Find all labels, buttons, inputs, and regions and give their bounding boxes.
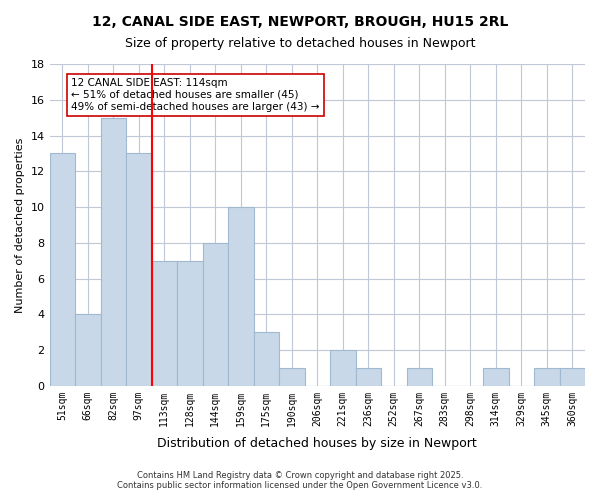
Text: 12 CANAL SIDE EAST: 114sqm
← 51% of detached houses are smaller (45)
49% of semi: 12 CANAL SIDE EAST: 114sqm ← 51% of deta… xyxy=(71,78,320,112)
Bar xyxy=(75,314,101,386)
Bar xyxy=(534,368,560,386)
Bar xyxy=(228,207,254,386)
Bar xyxy=(50,154,75,386)
Text: Size of property relative to detached houses in Newport: Size of property relative to detached ho… xyxy=(125,38,475,51)
Bar xyxy=(254,332,279,386)
Bar xyxy=(101,118,126,386)
Bar xyxy=(483,368,509,386)
Bar xyxy=(203,243,228,386)
Text: 12, CANAL SIDE EAST, NEWPORT, BROUGH, HU15 2RL: 12, CANAL SIDE EAST, NEWPORT, BROUGH, HU… xyxy=(92,15,508,29)
Bar xyxy=(279,368,305,386)
Y-axis label: Number of detached properties: Number of detached properties xyxy=(15,137,25,312)
Bar xyxy=(152,260,177,386)
Bar xyxy=(560,368,585,386)
X-axis label: Distribution of detached houses by size in Newport: Distribution of detached houses by size … xyxy=(157,437,477,450)
Text: Contains HM Land Registry data © Crown copyright and database right 2025.
Contai: Contains HM Land Registry data © Crown c… xyxy=(118,470,482,490)
Bar xyxy=(126,154,152,386)
Bar xyxy=(407,368,432,386)
Bar xyxy=(356,368,381,386)
Bar xyxy=(177,260,203,386)
Bar xyxy=(330,350,356,386)
